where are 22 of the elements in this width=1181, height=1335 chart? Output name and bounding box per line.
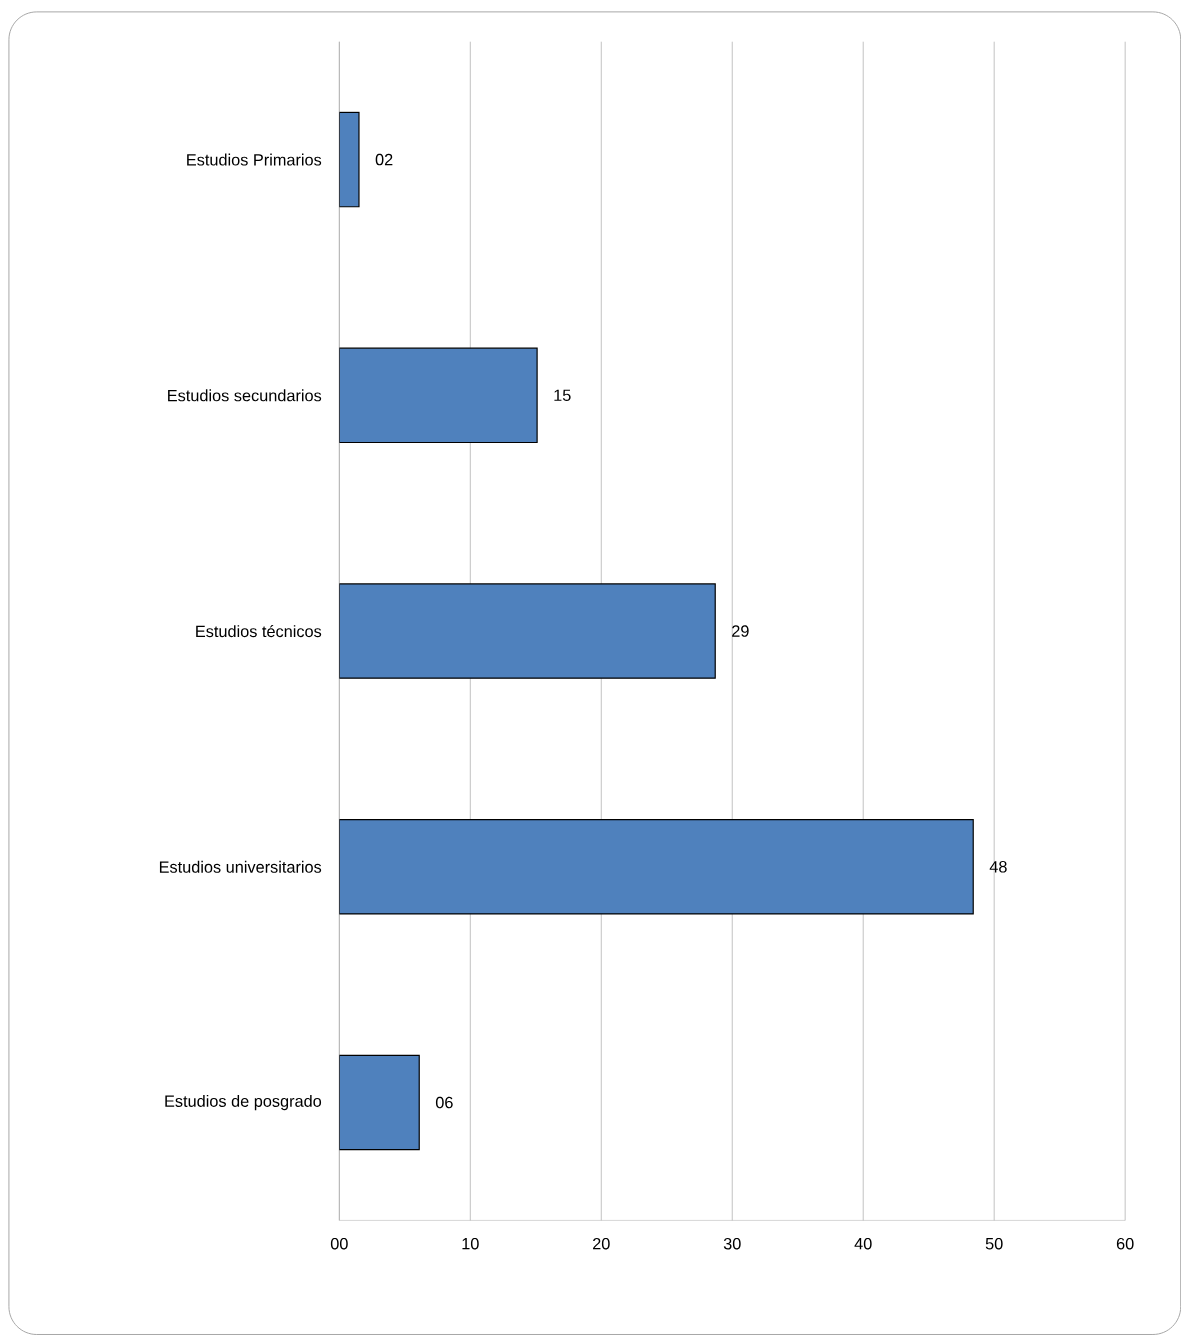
data-label: 29 xyxy=(732,625,749,637)
bar xyxy=(339,1054,420,1151)
y-tick-label: Estudios técnicos xyxy=(196,624,322,638)
x-tick-label: 50 xyxy=(985,1237,1003,1250)
data-label: 06 xyxy=(435,1096,453,1109)
x-tick-label: 40 xyxy=(854,1237,872,1250)
y-tick-label: Estudios de posgrado xyxy=(165,1094,321,1111)
y-tick-label: Estudios Primarios xyxy=(187,153,322,166)
x-tick-label: 30 xyxy=(723,1237,741,1250)
data-label: 48 xyxy=(989,861,1007,873)
bar xyxy=(339,347,538,444)
y-tick-label: Estudios secundarios xyxy=(168,389,322,402)
bar xyxy=(339,111,360,208)
x-tick-label: 60 xyxy=(1116,1237,1134,1250)
bar xyxy=(339,819,974,915)
bar xyxy=(339,583,716,679)
x-tick-label: 20 xyxy=(592,1237,610,1250)
y-tick-label: Estudios universitarios xyxy=(159,860,322,873)
x-tick-label: 10 xyxy=(462,1237,479,1250)
data-label: 15 xyxy=(554,389,571,402)
x-tick-label: 00 xyxy=(330,1237,348,1250)
data-label: 02 xyxy=(375,153,393,166)
